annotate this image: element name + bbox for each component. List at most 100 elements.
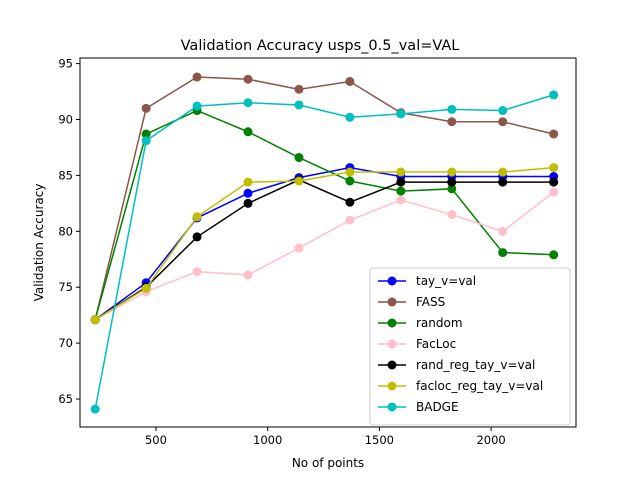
y-tick-label: 70 (58, 336, 73, 350)
legend-item: facloc_reg_tay_v=val (378, 379, 543, 393)
data-point (498, 177, 508, 187)
data-point (549, 187, 559, 197)
series-line (94, 109, 554, 320)
data-point (294, 243, 304, 253)
legend-marker (387, 297, 397, 307)
data-point (243, 74, 253, 84)
data-point (447, 177, 457, 187)
data-point (396, 186, 406, 196)
data-point (549, 90, 559, 100)
legend-marker (387, 360, 397, 370)
legend-label: BADGE (416, 400, 459, 414)
data-point (498, 248, 508, 258)
legend-item: BADGE (378, 400, 459, 414)
series-BADGE (90, 90, 559, 414)
series-line (94, 191, 555, 321)
legend-item: tay_v=val (378, 274, 476, 288)
data-point (294, 84, 304, 94)
legend-marker (387, 276, 397, 286)
legend-label: FacLoc (416, 337, 456, 351)
data-point (549, 250, 559, 260)
y-tick-label: 90 (58, 113, 73, 127)
data-point (447, 167, 457, 177)
data-point (243, 198, 253, 208)
data-point (396, 195, 406, 205)
data-point (192, 72, 202, 82)
legend-marker (387, 339, 397, 349)
data-point (396, 177, 406, 187)
series-layer (90, 72, 559, 414)
series-line (94, 76, 554, 320)
legend-item: rand_reg_tay_v=val (378, 358, 535, 372)
x-axis-label: No of points (292, 456, 364, 470)
y-axis-label: Validation Accuracy (32, 184, 46, 302)
data-point (141, 136, 151, 146)
data-point (396, 167, 406, 177)
data-point (90, 315, 100, 325)
data-point (498, 117, 508, 127)
data-point (345, 215, 355, 225)
data-point (447, 117, 457, 127)
data-point (447, 210, 457, 220)
data-point (243, 127, 253, 137)
data-point (294, 176, 304, 186)
legend-label: facloc_reg_tay_v=val (416, 379, 543, 393)
series-line (94, 179, 554, 321)
x-tick-label: 1500 (365, 433, 394, 447)
legend-item: FASS (378, 295, 445, 309)
data-point (498, 167, 508, 177)
data-point (192, 212, 202, 222)
data-point (549, 163, 559, 173)
data-point (498, 106, 508, 116)
legend-marker (387, 318, 397, 328)
y-tick-label: 95 (58, 57, 73, 71)
x-ticks: 500 1000 1500 2000 (145, 427, 506, 447)
data-point (90, 404, 100, 414)
data-point (447, 104, 457, 114)
data-point (141, 103, 151, 113)
series-line (94, 166, 554, 321)
data-point (141, 129, 151, 139)
data-point (345, 176, 355, 186)
data-point (243, 98, 253, 108)
series-FacLoc (90, 187, 559, 325)
data-point (243, 177, 253, 187)
data-point (294, 153, 304, 163)
data-point (549, 177, 559, 187)
legend-marker (387, 402, 397, 412)
data-point (345, 197, 355, 207)
plot-frame (79, 57, 577, 428)
data-point (192, 232, 202, 242)
y-tick-label: 80 (58, 224, 73, 238)
y-tick-label: 85 (58, 168, 73, 182)
data-point (396, 109, 406, 119)
series-facloc_reg_tay_v=val (90, 163, 559, 325)
y-tick-label: 75 (58, 280, 73, 294)
legend-box (369, 267, 571, 426)
data-point (345, 112, 355, 122)
data-point (549, 129, 559, 139)
y-tick-label: 65 (58, 392, 73, 406)
data-point (192, 267, 202, 277)
legend-label: FASS (416, 295, 445, 309)
data-point (498, 226, 508, 236)
data-point (345, 76, 355, 86)
series-line (94, 166, 554, 321)
x-tick-label: 500 (145, 433, 167, 447)
legend-label: rand_reg_tay_v=val (416, 358, 535, 372)
legend-item: random (378, 316, 463, 330)
series-line (94, 94, 554, 410)
data-point (447, 184, 457, 194)
x-tick-label: 1000 (253, 433, 282, 447)
data-point (243, 270, 253, 280)
data-point (141, 283, 151, 293)
chart-title: Validation Accuracy usps_0.5_val=VAL (181, 38, 460, 54)
legend-item: FacLoc (378, 337, 456, 351)
x-tick-label: 2000 (476, 433, 505, 447)
data-point (192, 101, 202, 111)
legend-label: random (416, 316, 463, 330)
data-point (243, 188, 253, 198)
legend: tay_v=val FASS random FacLoc rand_reg_tay_v=… (369, 267, 571, 426)
data-point (345, 167, 355, 177)
